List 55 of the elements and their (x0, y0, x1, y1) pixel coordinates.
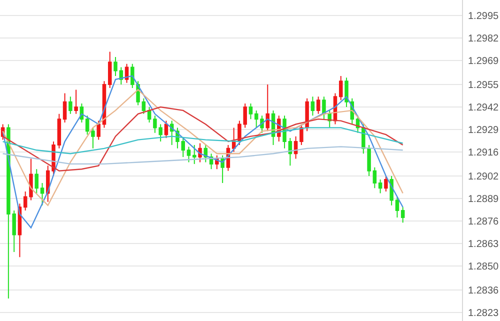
line-series (2, 127, 404, 154)
candlestick (248, 103, 253, 120)
candlestick (395, 196, 400, 218)
candlestick (62, 92, 67, 124)
candlestick (294, 136, 298, 160)
y-tick-label: 1.2916 (468, 147, 500, 158)
y-tick-label: 1.2876 (468, 216, 500, 228)
candlestick (96, 120, 100, 140)
y-tick-label: 1.2889 (468, 194, 500, 205)
candlestick (57, 113, 62, 149)
candlestick (91, 127, 95, 149)
line-series (2, 89, 404, 206)
candlestick (29, 158, 33, 201)
candlestick (288, 138, 292, 166)
candlestick (114, 56, 118, 76)
candlestick (40, 182, 44, 206)
candlestick (232, 127, 236, 152)
candlestick (310, 96, 315, 116)
candlestick (74, 89, 78, 114)
candlestick (378, 178, 382, 194)
candlestick (220, 154, 224, 184)
y-tick-label: 1.2995 (468, 11, 500, 22)
candlestick (68, 96, 72, 114)
candlestick (322, 96, 326, 120)
y-tick-label: 1.2982 (468, 33, 500, 44)
candlestick (192, 144, 196, 164)
y-tick-label: 1.2942 (468, 102, 500, 114)
candlestick (85, 115, 90, 136)
y-tick-label: 1.2823 (468, 308, 500, 319)
candlestick (23, 191, 28, 212)
line-series (2, 146, 404, 165)
line-series (2, 106, 404, 172)
candlestick (316, 96, 320, 114)
y-tick-label: 1.2929 (468, 124, 500, 136)
y-tick-label: 1.2850 (468, 261, 500, 272)
candlestick (186, 146, 191, 163)
y-tick-label: 1.2955 (468, 80, 500, 92)
candlestick (142, 98, 146, 114)
candlestick (119, 66, 124, 86)
y-tick-label: 1.2863 (468, 238, 500, 250)
candlestick (266, 84, 270, 132)
candlestick (108, 51, 112, 89)
candlestick (390, 176, 394, 206)
line-series (2, 75, 404, 228)
candlestick (34, 168, 38, 194)
candlestick (400, 206, 405, 224)
candlestick (328, 110, 332, 128)
y-tick-label: 1.2836 (468, 285, 500, 296)
candlestick (338, 75, 343, 101)
candlestick (254, 110, 258, 128)
candlestick (384, 176, 388, 192)
y-tick-label: 1.2902 (468, 172, 500, 183)
candlestick (372, 166, 377, 189)
y-tick-label: 1.2969 (468, 56, 500, 67)
candlestick (344, 77, 348, 108)
